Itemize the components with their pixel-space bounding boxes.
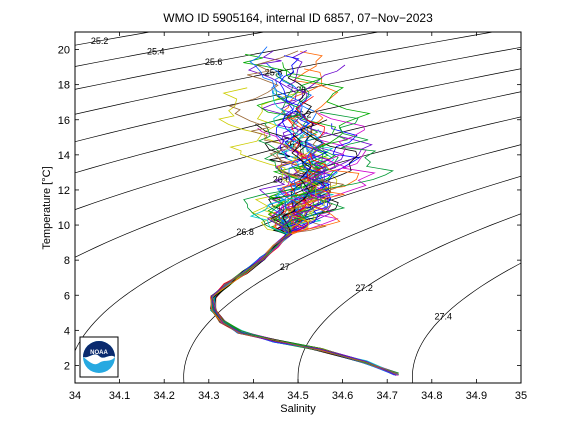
- x-tick-label: 34.8: [421, 390, 442, 402]
- logo-text: NOAA: [90, 350, 108, 356]
- logo-upper-half: [83, 341, 115, 358]
- x-axis-label: Salinity: [280, 403, 316, 415]
- y-tick-label: 12: [58, 185, 70, 197]
- density-contour: [75, 116, 521, 258]
- y-tick-label: 6: [64, 290, 70, 302]
- y-axis-ticks: 2 4 6 8 10 12 14 16 18 20: [58, 45, 521, 372]
- density-contour-label: 26.6: [273, 174, 291, 184]
- density-contour-label: 25.8: [265, 67, 283, 77]
- density-contour: [412, 262, 521, 383]
- x-tick-label: 34.5: [287, 390, 308, 402]
- logo-gull: [83, 354, 115, 365]
- density-contour: [75, 91, 521, 211]
- profile-line: [212, 200, 399, 375]
- y-tick-label: 14: [58, 150, 70, 162]
- y-tick-label: 2: [64, 360, 70, 372]
- x-tick-label: 35: [515, 390, 527, 402]
- density-contours: [75, 32, 521, 383]
- x-tick-label: 34.9: [466, 390, 487, 402]
- profile-lines: [210, 46, 399, 376]
- y-tick-label: 4: [64, 325, 70, 337]
- x-tick-label: 34.7: [376, 390, 397, 402]
- y-tick-label: 8: [64, 255, 70, 267]
- x-tick-label: 34.1: [109, 390, 130, 402]
- profile-line: [210, 143, 397, 376]
- density-contour: [183, 175, 521, 383]
- y-tick-label: 18: [58, 80, 70, 92]
- density-contour: [75, 32, 495, 115]
- density-contour: [75, 68, 521, 174]
- density-contour-label: 27.2: [355, 283, 373, 293]
- noaa-logo: NOAA: [79, 336, 119, 378]
- x-tick-label: 34.2: [153, 390, 174, 402]
- density-contour-label: 27.4: [435, 311, 453, 321]
- chart-title: WMO ID 5905164, internal ID 6857, 07−Nov…: [163, 11, 433, 25]
- x-tick-label: 34.3: [198, 390, 219, 402]
- density-contour-label: 25.2: [91, 36, 109, 46]
- x-tick-label: 34.6: [332, 390, 353, 402]
- x-tick-label: 34: [69, 390, 81, 402]
- density-contour-label: 27: [280, 262, 290, 272]
- density-contour: [75, 32, 381, 90]
- y-tick-label: 10: [58, 220, 70, 232]
- density-contour-label: 26.4: [285, 139, 303, 149]
- y-tick-label: 16: [58, 115, 70, 127]
- density-contour: [297, 213, 521, 383]
- profile-line: [211, 111, 396, 374]
- x-axis-ticks: 34 34.1 34.2 34.3 34.4 34.5 34.6 34.7 34.8 34.9 35: [69, 32, 527, 402]
- density-contour-label: 25.4: [147, 46, 165, 56]
- density-contour-label: 25.6: [205, 57, 223, 67]
- y-tick-label: 20: [58, 45, 70, 57]
- x-tick-label: 34.4: [243, 390, 264, 402]
- density-contour-label: 26: [296, 85, 306, 95]
- y-axis-label: Temperature [°C]: [41, 166, 53, 249]
- density-contour-label: 26.8: [236, 227, 254, 237]
- density-contour: [75, 46, 521, 143]
- density-contour: [75, 144, 521, 352]
